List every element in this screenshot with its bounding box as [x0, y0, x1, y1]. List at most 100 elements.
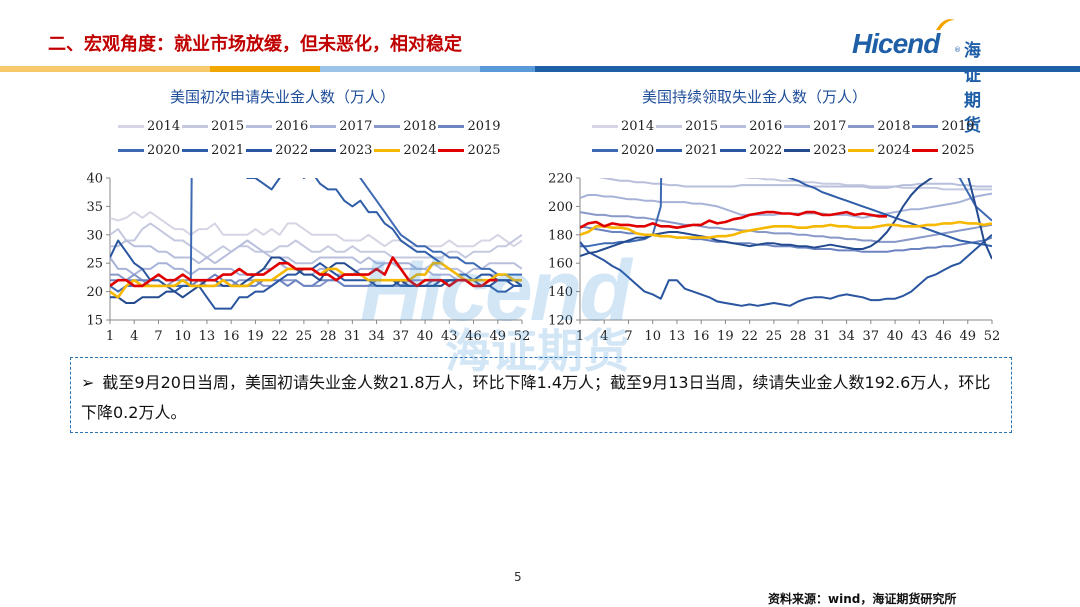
legend-swatch [592, 125, 618, 128]
legend-item-2021: 2021 [182, 143, 244, 158]
legend-swatch [374, 125, 401, 128]
series-group [110, 178, 522, 310]
x-tick-label: 7 [154, 329, 162, 344]
y-tick-label: 140 [548, 285, 573, 300]
y-tick-label: 15 [86, 314, 103, 329]
legend-item-2021: 2021 [656, 143, 718, 158]
x-tick-label: 43 [911, 329, 928, 344]
x-tick-label: 52 [514, 329, 531, 344]
legend-swatch [182, 149, 209, 152]
legend-swatch [246, 149, 273, 152]
series-line-2016 [110, 239, 522, 276]
legend-label: 2019 [467, 119, 501, 134]
y-tick-label: 35 [86, 200, 103, 215]
x-tick-label: 16 [693, 329, 710, 344]
logo-swoosh-icon [936, 19, 955, 30]
legend-swatch [912, 149, 939, 152]
legend-swatch [848, 125, 875, 128]
legend-item-2018: 2018 [374, 119, 436, 134]
x-tick-label: 19 [717, 329, 734, 344]
source-note: 资料来源：wind，海证期货研究所 [768, 592, 957, 606]
x-tick-label: 22 [271, 329, 288, 344]
y-tick-label: 180 [548, 228, 573, 243]
legend-item-2018: 2018 [848, 119, 910, 134]
logo-text: Hicend [852, 28, 940, 59]
series-line-2025 [110, 256, 498, 288]
right-chart-legend-row2: 2020 2021 2022 2023 2024 2025 [592, 143, 977, 158]
series-line-2023 [110, 256, 522, 304]
series-line-2021 [786, 178, 992, 248]
legend-swatch [848, 149, 875, 152]
legend-item-2023: 2023 [784, 143, 846, 158]
legend-swatch [310, 149, 337, 152]
legend-item-2025: 2025 [912, 143, 975, 158]
y-tick-label: 160 [548, 257, 573, 272]
legend-swatch [720, 149, 747, 152]
legend-item-2022: 2022 [246, 143, 308, 158]
legend-item-2015: 2015 [656, 119, 718, 134]
legend-item-2017: 2017 [784, 119, 846, 134]
legend-label: 2025 [467, 143, 501, 158]
series-line-2022 [580, 234, 992, 307]
legend-item-2019: 2019 [438, 119, 501, 134]
right-chart-legend-row1: 2014 2015 2016 2017 2018 2019 [592, 119, 977, 134]
x-tick-label: 49 [959, 329, 976, 344]
x-tick-label: 16 [223, 329, 240, 344]
left-chart-title: 美国初次申请失业金人数（万人） [170, 88, 396, 106]
legend-swatch [912, 125, 939, 128]
legend-label: 2016 [275, 119, 309, 134]
x-tick-label: 10 [644, 329, 661, 344]
legend-label: 2015 [211, 119, 245, 134]
series-line-2018 [580, 211, 992, 243]
x-tick-label: 10 [174, 329, 191, 344]
legend-label: 2014 [621, 119, 655, 134]
legend-item-2016: 2016 [720, 119, 782, 134]
legend-label: 2017 [339, 119, 373, 134]
legend-item-2024: 2024 [374, 143, 436, 158]
left-chart-legend-row2: 2020 2021 2022 2023 2024 2025 [118, 143, 503, 158]
x-tick-label: 13 [669, 329, 686, 344]
legend-label: 2020 [621, 143, 655, 158]
legend-label: 2014 [147, 119, 181, 134]
legend-label: 2021 [685, 143, 719, 158]
x-tick-label: 40 [417, 329, 434, 344]
legend-item-2022: 2022 [720, 143, 782, 158]
legend-swatch [246, 125, 273, 128]
x-tick-label: 7 [624, 329, 632, 344]
legend-swatch [438, 149, 465, 152]
x-tick-label: 46 [935, 329, 952, 344]
legend-label: 2017 [813, 119, 847, 134]
x-tick-label: 46 [465, 329, 482, 344]
slide-title: 二、宏观角度：就业市场放缓，但未恶化，相对稳定 [48, 34, 462, 55]
header-color-bar [0, 66, 1080, 72]
series-group [580, 178, 992, 307]
legend-label: 2020 [147, 143, 181, 158]
legend-item-2020: 2020 [118, 143, 180, 158]
series-line-2024 [580, 220, 992, 239]
legend-swatch [784, 149, 811, 152]
series-line-2023 [580, 178, 992, 260]
legend-item-2019: 2019 [912, 119, 975, 134]
legend-item-2024: 2024 [848, 143, 910, 158]
x-tick-label: 31 [344, 329, 361, 344]
legend-item-2023: 2023 [310, 143, 372, 158]
legend-label: 2024 [403, 143, 437, 158]
x-tick-label: 40 [887, 329, 904, 344]
series-line-2015 [743, 178, 992, 191]
bullet-arrow-icon: ➢ [81, 373, 95, 392]
legend-swatch [656, 149, 683, 152]
x-tick-label: 1 [106, 329, 114, 344]
legend-swatch [310, 125, 337, 128]
y-tick-label: 200 [548, 200, 573, 215]
legend-item-2014: 2014 [592, 119, 654, 134]
legend-label: 2023 [813, 143, 847, 158]
legend-label: 2022 [275, 143, 309, 158]
legend-swatch [438, 125, 465, 128]
series-line-2014 [110, 211, 522, 248]
legend-label: 2019 [941, 119, 975, 134]
legend-swatch [374, 149, 401, 152]
legend-swatch [656, 125, 683, 128]
series-line-2021 [246, 178, 522, 293]
x-tick-label: 34 [368, 329, 385, 344]
legend-swatch [182, 125, 209, 128]
